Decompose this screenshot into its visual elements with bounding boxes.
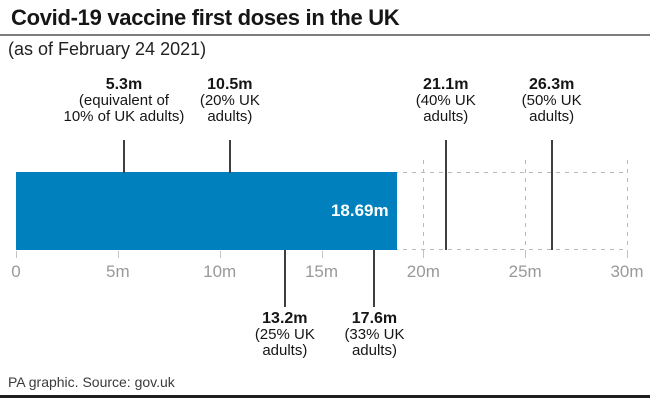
annotation-sublabel: adults) xyxy=(529,108,575,125)
annotation-10-5m: 10.5m (20% UK adults) xyxy=(145,76,315,125)
annotation-value: 26.3m xyxy=(528,76,575,93)
annotation-value: 13.2m xyxy=(262,310,308,327)
gridline-25m xyxy=(525,160,527,258)
pointer-line-26-3m xyxy=(550,140,553,250)
axis-label-15m: 15m xyxy=(304,262,339,281)
axis-tick xyxy=(321,251,323,258)
chart-subtitle: (as of February 24 2021) xyxy=(8,39,207,59)
chart-title: Covid-19 vaccine first doses in the UK xyxy=(11,5,400,30)
axis-tick xyxy=(423,251,425,258)
source-credit: PA graphic. Source: gov.uk xyxy=(8,374,175,390)
annotation-21-1m: 21.1m (40% UK adults) xyxy=(361,76,531,125)
annotation-value: 17.6m xyxy=(351,310,398,327)
annotation-sublabel: (50% UK xyxy=(521,92,582,109)
axis-label-10m: 10m xyxy=(203,262,237,281)
title-divider xyxy=(0,34,650,36)
axis-tick xyxy=(16,251,17,258)
pointer-line-10-5m xyxy=(228,140,231,173)
annotation-value: 10.5m xyxy=(207,76,253,93)
annotation-sublabel: adults) xyxy=(351,342,397,359)
annotation-17-6m: 17.6m (33% UK adults) xyxy=(289,310,459,359)
axis-tick xyxy=(219,251,221,258)
gridline-30m xyxy=(627,160,628,258)
pointer-line-21-1m xyxy=(444,140,447,250)
annotation-26-3m: 26.3m (50% UK adults) xyxy=(467,76,637,125)
annotation-value: 21.1m xyxy=(423,76,469,93)
annotation-sublabel: adults) xyxy=(262,342,308,359)
pointer-line-13-2m xyxy=(283,250,286,307)
bar-value-label: 18.69m xyxy=(330,201,389,220)
annotation-sublabel: (equivalent of xyxy=(78,92,169,109)
axis-tick xyxy=(627,251,628,258)
axis-label-25m: 25m xyxy=(508,262,542,281)
bottom-divider xyxy=(0,395,650,398)
annotation-5-3m: 5.3m (equivalent of 10% of UK adults) xyxy=(39,76,209,125)
annotation-sublabel: 10% of UK adults) xyxy=(63,108,185,125)
annotation-value: 5.3m xyxy=(105,76,143,93)
gridline-20m xyxy=(423,160,425,258)
annotation-sublabel: (40% UK xyxy=(415,92,476,109)
annotation-sublabel: adults) xyxy=(423,108,469,125)
pointer-line-17-6m xyxy=(373,250,376,307)
axis-label-0: 0 xyxy=(11,262,21,281)
axis-label-20m: 20m xyxy=(406,262,440,281)
annotation-sublabel: (20% UK xyxy=(199,92,260,109)
axis-tick xyxy=(117,251,119,258)
axis-label-30m: 30m xyxy=(610,262,644,281)
first-doses-bar: 18.69m xyxy=(16,172,397,250)
annotation-sublabel: (25% UK xyxy=(254,326,315,343)
annotation-13-2m: 13.2m (25% UK adults) xyxy=(200,310,370,359)
annotation-sublabel: (33% UK xyxy=(344,326,405,343)
annotation-sublabel: adults) xyxy=(207,108,253,125)
pointer-line-5-3m xyxy=(122,140,125,173)
axis-label-5m: 5m xyxy=(106,262,130,281)
axis-tick xyxy=(525,251,527,258)
